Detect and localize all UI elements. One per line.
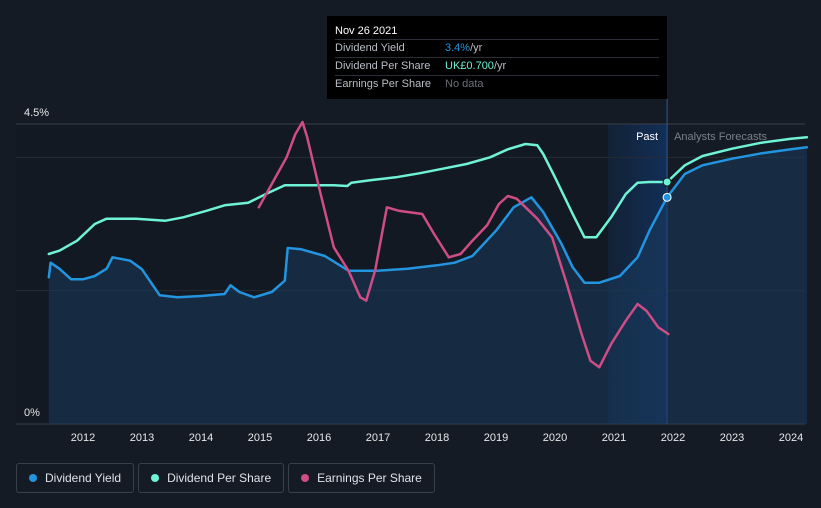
tooltip-row-dividend-per-share: Dividend Per Share UK£0.700 /yr (335, 57, 659, 75)
x-tick-label: 2023 (720, 432, 744, 444)
tooltip-label: Dividend Yield (335, 42, 405, 54)
dividend-per-share-line (47, 136, 809, 256)
y-tick-label: 0% (24, 407, 40, 419)
dividend-yield-area (48, 147, 807, 425)
x-tick-label: 2012 (71, 432, 95, 444)
legend-item-dividend-yield[interactable]: Dividend Yield (16, 463, 135, 493)
forecast-label: Analysts Forecasts (674, 131, 767, 143)
x-tick-label: 2018 (425, 432, 449, 444)
x-tick-label: 2019 (484, 432, 508, 444)
legend-dot-icon (29, 474, 37, 482)
x-tick-label: 2020 (543, 432, 567, 444)
legend-label: Earnings Per Share (317, 471, 422, 485)
tooltip-unit: /yr (493, 60, 507, 72)
dividend-per-share-marker (662, 177, 672, 187)
tooltip-label: Dividend Per Share (335, 60, 431, 72)
legend-dot-icon (151, 474, 160, 482)
tooltip-value: UK£0.700 (445, 60, 494, 72)
chart: 4.5% 0% 2012 2013 2014 2015 2016 2017 2018 2019 20… (16, 99, 809, 444)
earnings-per-share-line (257, 120, 670, 369)
past-label: Past (636, 131, 658, 143)
tooltip-row-dividend-yield: Dividend Yield 3.4% /yr (335, 39, 659, 57)
y-tick-label: 4.5% (24, 107, 49, 119)
x-tick-label: 2017 (366, 432, 390, 444)
legend-dot-icon (301, 474, 310, 482)
dividend-yield-marker (662, 192, 672, 202)
tooltip-value: No data (445, 78, 484, 90)
tooltip-date: Nov 26 2021 (335, 25, 398, 37)
x-tick-label: 2015 (248, 432, 272, 444)
x-tick-label: 2014 (189, 432, 213, 444)
tooltip-row-earnings-per-share: Earnings Per Share No data (335, 75, 659, 93)
tooltip: Nov 26 2021 Dividend Yield 3.4% /yr Divi… (327, 16, 667, 99)
x-tick-label: 2016 (307, 432, 331, 444)
tooltip-unit: /yr (470, 42, 483, 54)
x-tick-label: 2021 (602, 432, 626, 444)
tooltip-label: Earnings Per Share (335, 78, 431, 90)
legend-label: Dividend Yield (45, 471, 122, 485)
x-tick-label: 2013 (130, 432, 154, 444)
legend-item-dividend-per-share[interactable]: Dividend Per Share (138, 463, 285, 493)
x-tick-label: 2022 (661, 432, 685, 444)
legend-item-earnings-per-share[interactable]: Earnings Per Share (288, 463, 435, 493)
dividend-yield-line (47, 146, 809, 299)
legend-label: Dividend Per Share (167, 471, 272, 485)
legend: Dividend Yield Dividend Per Share Earnin… (16, 463, 435, 493)
tooltip-value: 3.4% (445, 42, 471, 54)
x-tick-label: 2024 (779, 432, 803, 444)
